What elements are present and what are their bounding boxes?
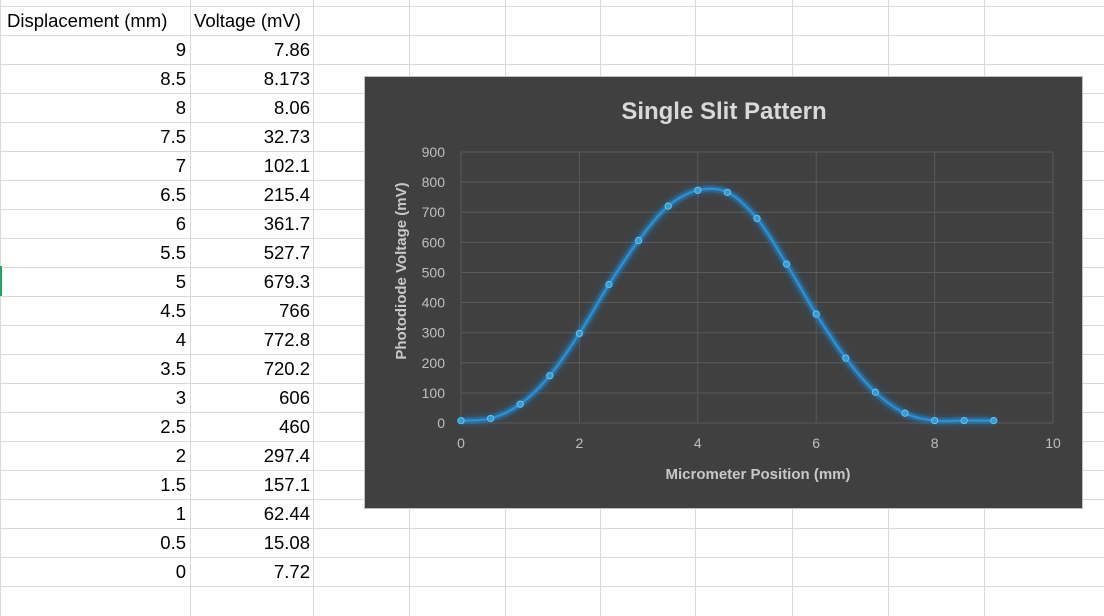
cell-displacement[interactable]: 1.5 [160, 474, 186, 495]
cell-voltage[interactable]: 7.86 [273, 39, 310, 60]
y-tick-label: 600 [422, 234, 446, 250]
x-axis-label: Micrometer Position (mm) [665, 466, 850, 483]
cell-voltage[interactable]: 766 [279, 300, 310, 321]
y-tick-label: 800 [422, 174, 446, 190]
data-point[interactable] [634, 236, 643, 245]
data-point[interactable] [842, 354, 850, 362]
header-voltage[interactable]: Voltage (mV) [194, 10, 301, 31]
cell-displacement[interactable]: 2.5 [160, 416, 186, 437]
data-point[interactable] [664, 202, 672, 210]
y-tick-label: 100 [422, 385, 446, 401]
cell-displacement[interactable]: 3.5 [160, 358, 186, 379]
cell-voltage[interactable]: 679.3 [263, 271, 310, 292]
data-point[interactable] [960, 416, 968, 425]
cell-voltage[interactable]: 157.1 [263, 474, 310, 495]
data-point[interactable] [457, 417, 465, 425]
x-tick-label: 8 [931, 435, 939, 451]
cell-voltage[interactable]: 720.2 [263, 358, 310, 379]
y-tick-label: 700 [422, 204, 446, 220]
cell-voltage[interactable]: 606 [279, 387, 310, 408]
cell-voltage[interactable]: 8.06 [273, 97, 310, 118]
cell-displacement[interactable]: 8.5 [160, 68, 186, 89]
cell-voltage[interactable]: 15.08 [263, 532, 310, 553]
cell-displacement[interactable]: 2 [175, 445, 186, 466]
cell-voltage[interactable]: 460 [279, 416, 310, 437]
cell-voltage[interactable]: 102.1 [263, 155, 310, 176]
cell-voltage[interactable]: 32.73 [263, 126, 310, 147]
chart-area[interactable]: Single Slit Pattern 0 100 200 300 400 500 600 7… [364, 76, 1083, 509]
data-point[interactable] [516, 400, 524, 408]
data-point[interactable] [930, 416, 939, 425]
cell-displacement[interactable]: 7 [175, 155, 186, 176]
cell-displacement[interactable]: 5 [175, 271, 186, 292]
cell-displacement[interactable]: 3 [175, 387, 186, 408]
cell-displacement[interactable]: 8 [175, 97, 186, 118]
data-point[interactable] [990, 417, 998, 425]
y-tick-label: 400 [422, 295, 446, 311]
cell-displacement[interactable]: 4 [175, 329, 186, 350]
y-tick-label: 200 [422, 355, 446, 371]
cell-displacement[interactable]: 5.5 [160, 242, 186, 263]
data-point[interactable] [782, 260, 791, 268]
data-point[interactable] [575, 329, 583, 338]
cell-voltage[interactable]: 527.7 [263, 242, 310, 263]
cell-voltage[interactable]: 215.4 [263, 184, 310, 205]
cell-displacement[interactable]: 4.5 [160, 300, 186, 321]
data-point[interactable] [694, 186, 702, 194]
cell-voltage[interactable]: 7.72 [273, 561, 310, 582]
cell-displacement[interactable]: 6 [175, 213, 186, 234]
data-point[interactable] [812, 310, 820, 318]
y-tick-label: 500 [422, 264, 446, 280]
x-tick-label: 0 [457, 435, 465, 451]
cell-voltage[interactable]: 361.7 [263, 213, 310, 234]
y-tick-label: 0 [437, 415, 445, 431]
cell-displacement[interactable]: 0 [175, 561, 186, 582]
x-tick-label: 4 [694, 435, 702, 451]
data-point[interactable] [901, 409, 909, 417]
cell-voltage[interactable]: 772.8 [263, 329, 310, 350]
cell-displacement[interactable]: 0.5 [160, 532, 186, 553]
data-point[interactable] [871, 388, 879, 396]
series-line-0 [460, 187, 994, 423]
cell-voltage[interactable]: 297.4 [263, 445, 310, 466]
cell-displacement[interactable]: 9 [175, 39, 186, 60]
data-point[interactable] [605, 280, 613, 289]
cell-voltage[interactable]: 8.173 [263, 68, 310, 89]
y-tick-label: 300 [422, 325, 446, 341]
x-tick-label: 2 [576, 435, 584, 451]
chart-title: Single Slit Pattern [621, 98, 826, 125]
data-point[interactable] [487, 414, 495, 423]
x-tick-label: 6 [812, 435, 820, 451]
data-point[interactable] [546, 372, 554, 380]
active-row-marker [0, 266, 2, 296]
cell-displacement[interactable]: 1 [175, 503, 186, 524]
header-displacement[interactable]: Displacement (mm) [7, 10, 168, 31]
x-tick-label: 10 [1045, 435, 1061, 451]
y-axis-label: Photodiode Voltage (mV) [393, 182, 410, 359]
data-point[interactable] [753, 214, 761, 223]
single-slit-chart: Single Slit Pattern 01002003004005006007… [393, 98, 1061, 483]
cell-voltage[interactable]: 62.44 [263, 503, 310, 524]
y-tick-label: 900 [422, 144, 446, 160]
cell-displacement[interactable]: 6.5 [160, 184, 186, 205]
data-point[interactable] [723, 188, 731, 196]
cell-displacement[interactable]: 7.5 [160, 126, 186, 147]
